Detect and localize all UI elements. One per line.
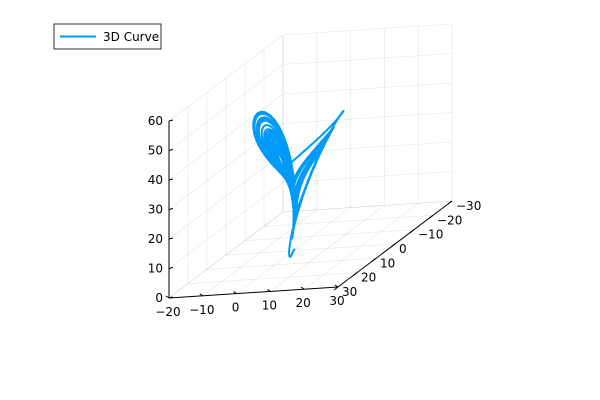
grid-x-floor-0: [168, 211, 284, 299]
x-tick-3: [267, 288, 271, 292]
grid-z-back-2: [282, 141, 453, 154]
grid-z-back-0: [282, 200, 453, 213]
y-tick-label-1: −20: [437, 213, 462, 227]
y-tick-label-4: 10: [380, 256, 395, 270]
z-tick-label-4: 40: [148, 173, 163, 187]
legend: 3D Curve: [53, 23, 162, 50]
x-tick-label-0: −20: [155, 305, 180, 319]
z-tick-label-2: 20: [148, 232, 163, 246]
grid-z-back-5: [282, 53, 453, 65]
y-tick-label-5: 20: [361, 271, 376, 285]
series-layer: [252, 109, 345, 258]
y-tick-0: [447, 200, 453, 205]
grid-z-back-3: [282, 112, 453, 124]
z-tick-label-1: 10: [148, 262, 163, 276]
z-tick-1: [168, 267, 174, 269]
y-tick-1: [428, 214, 434, 219]
z-tick-6: [168, 119, 174, 122]
z-tick-2: [168, 237, 174, 240]
x-axis-line: [168, 286, 339, 299]
y-tick-label-6: 30: [342, 285, 357, 299]
x-tick-0: [165, 295, 170, 299]
x-tick-label-5: 30: [329, 294, 344, 308]
grid-y-floor-1: [263, 215, 434, 227]
x-tick-5: [334, 284, 339, 288]
grid-z-left-0: [168, 211, 284, 299]
grid-z-left-5: [168, 64, 284, 151]
x-tick-label-3: 10: [262, 298, 277, 312]
grid-z-left-6: [168, 34, 284, 122]
x-tick-label-2: 0: [232, 301, 240, 315]
y-tick-5: [352, 272, 358, 277]
grid-y-floor-2: [244, 229, 415, 241]
y-tick-label-2: −10: [418, 228, 443, 242]
x-tick-label-4: 20: [296, 296, 311, 310]
grid-x-floor-1: [202, 209, 317, 297]
z-tick-label-0: 0: [155, 291, 163, 305]
z-tick-label-3: 30: [148, 203, 163, 217]
z-tick-0: [168, 296, 174, 299]
grid-y-floor-3: [225, 243, 396, 256]
grid-y-floor-5: [187, 272, 358, 284]
grid-x-floor-4: [304, 202, 419, 290]
y-tick-4: [371, 257, 377, 262]
grid-z-left-2: [168, 152, 284, 240]
z-tick-label-5: 50: [148, 144, 163, 158]
y-tick-label-0: −30: [456, 199, 481, 213]
z-tick-5: [168, 149, 174, 151]
y-tick-6: [333, 286, 339, 291]
x-tick-label-1: −10: [189, 303, 214, 317]
grid-y-floor-4: [206, 258, 377, 270]
series-line-3d-curve: [252, 109, 345, 258]
z-tick-label-6: 60: [148, 114, 163, 128]
x-tick-4: [300, 286, 305, 290]
grid-x-floor-3: [270, 205, 385, 292]
x-tick-1: [199, 293, 204, 297]
y-tick-3: [390, 243, 396, 248]
z-tick-4: [168, 178, 174, 181]
grid-z-left-4: [168, 93, 284, 181]
grid-z-back-4: [282, 82, 453, 95]
y-tick-2: [409, 229, 415, 234]
grid-z-left-1: [168, 182, 284, 269]
z-tick-3: [168, 208, 174, 210]
grid-z-back-1: [282, 171, 453, 183]
y-tick-label-3: 0: [399, 242, 407, 256]
axes: −20 −10 0 10 20 30−30−20−10010203001020304050…: [148, 114, 482, 319]
legend-label: 3D Curve: [103, 30, 159, 44]
x-tick-2: [233, 291, 237, 295]
grid-z-back-6: [282, 23, 453, 36]
grid-y-floor-0: [282, 200, 453, 213]
